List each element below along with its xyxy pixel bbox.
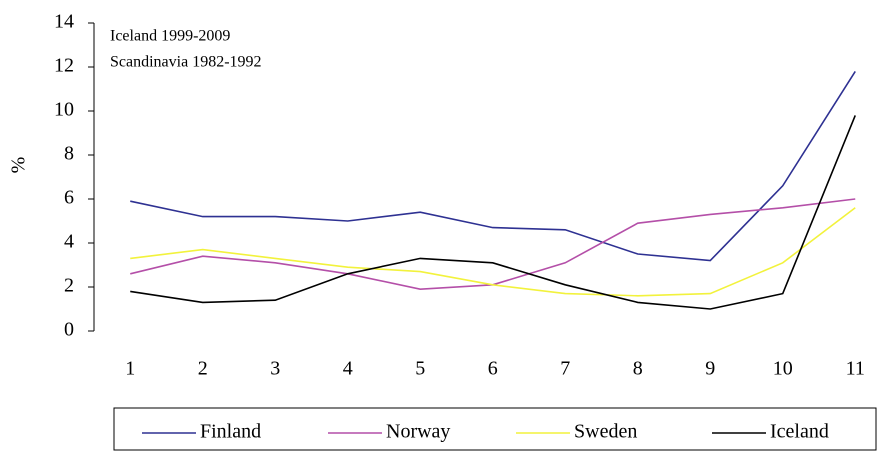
legend-label: Sweden [574,421,637,443]
y-tick-label: 14 [54,11,74,33]
y-tick-label: 2 [64,275,74,297]
x-tick-label: 8 [633,358,643,380]
x-tick-label: 1 [125,358,135,380]
legend-box [113,407,877,451]
x-tick-label: 5 [415,358,425,380]
x-tick-label: 3 [270,358,280,380]
y-tick-label: 12 [54,55,74,77]
y-tick-label: 8 [64,143,74,165]
x-tick-label: 4 [343,358,353,380]
x-tick-label: 9 [705,358,715,380]
legend-label: Iceland [770,421,829,443]
x-tick-label: 11 [846,358,865,380]
annotation: Iceland 1999-2009 [110,28,230,45]
line-series [130,115,856,310]
y-axis-label: % [8,157,30,174]
y-tick-label: 6 [64,187,74,209]
y-tick-label: 0 [64,319,74,341]
legend-label: Finland [200,421,261,443]
legend-label: Norway [386,421,450,443]
x-tick-label: 7 [560,358,570,380]
line-series [130,207,856,297]
x-tick-label: 10 [773,358,793,380]
x-tick-label: 6 [488,358,498,380]
line-series [130,198,856,291]
line-series [130,70,856,262]
y-tick-label: 4 [64,231,74,253]
x-tick-label: 2 [198,358,208,380]
y-tick-label: 10 [54,99,74,121]
annotation: Scandinavia 1982-1992 [110,54,262,71]
